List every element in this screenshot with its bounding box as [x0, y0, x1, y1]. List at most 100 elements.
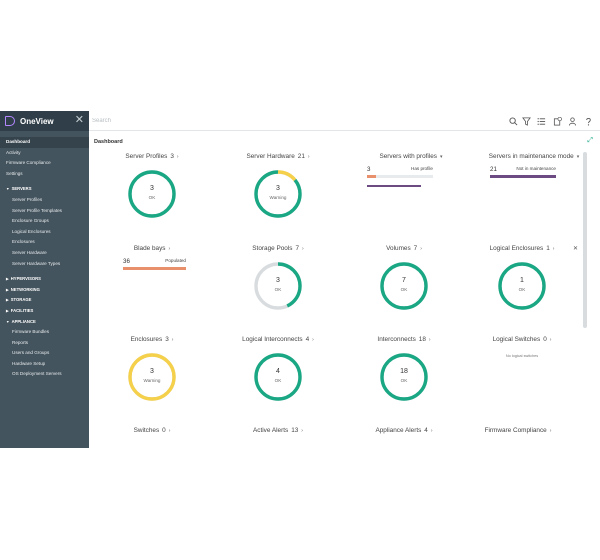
donut-chart: [498, 262, 546, 310]
tile-logical-enclosures: Logical Enclosures 1 › ✕ 1 OK: [462, 245, 582, 340]
status-donut[interactable]: 18 OK: [378, 351, 430, 403]
tile-count: 3: [170, 153, 174, 160]
tile-title-link[interactable]: Servers with profiles ▾: [351, 153, 471, 160]
status-donut[interactable]: 7 OK: [378, 260, 430, 312]
donut-status: OK: [274, 287, 282, 292]
donut-status: OK: [400, 378, 408, 383]
status-donut[interactable]: 3 OK: [252, 260, 304, 312]
sidebar-item-enclosures[interactable]: Enclosures: [12, 239, 35, 245]
tile-title: Server Hardware: [246, 153, 295, 160]
tile-title-link[interactable]: Logical Switches 0 ›: [462, 336, 582, 343]
donut-ok-segment: [380, 353, 428, 401]
tile-appliance-alerts: Appliance Alerts 4 ›: [344, 427, 464, 445]
sidebar-item-reports[interactable]: Reports: [12, 339, 29, 345]
activity-list-icon[interactable]: [535, 114, 547, 128]
tile-volumes: Volumes 7 › 7 OK: [344, 245, 464, 340]
sidebar-item-dashboard[interactable]: Dashboard: [0, 137, 89, 148]
user-icon[interactable]: [566, 114, 578, 128]
sidebar-item-server-hardware-types[interactable]: Server Hardware Types: [12, 260, 61, 266]
donut-value: 3: [276, 277, 280, 284]
help-icon[interactable]: [582, 114, 594, 128]
chevron-right-icon: ›: [176, 154, 179, 160]
tile-title-link[interactable]: Firmware Compliance ›: [458, 427, 578, 434]
tile-title-link[interactable]: Appliance Alerts 4 ›: [344, 427, 464, 434]
bar-fill: [123, 267, 186, 270]
chevron-right-icon: ›: [549, 337, 552, 343]
status-donut[interactable]: 3 Warning: [126, 351, 178, 403]
sidebar-item-firmware-bundles[interactable]: Firmware Bundles: [12, 329, 50, 335]
sidebar-item-server-profile-templates[interactable]: Server Profile Templates: [12, 207, 62, 213]
tile-title: Active Alerts: [253, 427, 289, 434]
bar-value: 36: [123, 258, 130, 265]
status-donut[interactable]: 3 OK: [126, 168, 178, 220]
sidebar-section-label: STORAGE: [10, 297, 32, 303]
sidebar-section-label: NETWORKING: [10, 286, 40, 292]
tile-title-link[interactable]: Logical Enclosures 1 ›: [462, 245, 582, 252]
tile-title-link[interactable]: Switches 0 ›: [92, 427, 212, 434]
donut-ok-segment: [128, 170, 176, 218]
tile-count: 1: [546, 245, 550, 252]
sidebar-item-users-and-groups[interactable]: Users and Groups: [12, 350, 50, 356]
tile-servers-with-profiles: Servers with profiles ▾ 3 Has profile: [351, 153, 471, 248]
search-icon[interactable]: [507, 114, 519, 128]
expand-icon[interactable]: ⤢: [587, 137, 593, 144]
chevron-right-icon: ›: [312, 337, 314, 343]
donut-value: 3: [150, 368, 154, 375]
sidebar-item-activity[interactable]: Activity: [6, 149, 21, 155]
bar-widget[interactable]: 3 Has profile: [367, 166, 433, 187]
tile-count: 4: [305, 336, 310, 343]
bar-fill: [490, 175, 556, 178]
notifications-icon[interactable]: [551, 114, 563, 128]
tile-title-link[interactable]: Active Alerts 13 ›: [218, 427, 338, 434]
tile-title: Blade bays: [133, 245, 166, 252]
tile-title-link[interactable]: Blade bays ›: [92, 245, 212, 252]
tile-switches: Switches 0 ›: [92, 427, 212, 445]
tile-title-link[interactable]: Servers in maintenance mode ▾: [474, 153, 594, 160]
tile-title-link[interactable]: Interconnects 18 ›: [344, 336, 464, 343]
tile-title-link[interactable]: Enclosures 3 ›: [92, 336, 212, 343]
chevron-down-icon: ▾: [576, 154, 580, 160]
bar-widget[interactable]: 36 Populated: [123, 258, 186, 270]
tile-title-link[interactable]: Volumes 7 ›: [344, 245, 464, 252]
sidebar-item-os-deployment-servers[interactable]: OS Deployment Servers: [12, 371, 62, 377]
close-menu-icon[interactable]: ✕: [74, 114, 84, 126]
close-icon[interactable]: ✕: [572, 246, 578, 252]
sidebar-item-hardware-setup[interactable]: Hardware Setup: [12, 360, 46, 366]
sidebar-item-server-hardware[interactable]: Server Hardware: [12, 249, 47, 255]
tile-title: Enclosures: [130, 336, 163, 343]
sidebar-item-settings[interactable]: Settings: [6, 170, 23, 176]
status-donut[interactable]: 1 OK: [496, 260, 548, 312]
filter-icon[interactable]: [520, 114, 532, 128]
tile-title-link[interactable]: Storage Pools 7 ›: [218, 245, 338, 252]
tile-count: 13: [291, 427, 299, 434]
sidebar-section-facilities[interactable]: ▶ FACILITIES: [6, 307, 34, 313]
sidebar-section-appliance[interactable]: ▼ APPLIANCE: [6, 318, 36, 324]
tile-title-link[interactable]: Logical Interconnects 4 ›: [218, 336, 338, 343]
chevron-right-icon: ›: [302, 246, 304, 252]
tile-logical-switches: Logical Switches 0 › No logical switches: [462, 336, 582, 431]
chevron-down-icon: ▾: [440, 154, 443, 160]
bar-widget[interactable]: 21 Not in maintenance: [490, 166, 556, 178]
sidebar-item-enclosure-groups[interactable]: Enclosure Groups: [12, 218, 49, 224]
search-input[interactable]: [92, 115, 242, 127]
app-title: OneView: [20, 116, 54, 126]
donut-ok-segment: [380, 262, 428, 310]
scrollbar[interactable]: [583, 152, 587, 328]
sidebar-item-firmware-compliance[interactable]: Firmware Compliance: [6, 160, 51, 166]
donut-status: OK: [274, 378, 282, 383]
tile-title-link[interactable]: Server Profiles 3 ›: [92, 153, 212, 160]
sidebar-section-storage[interactable]: ▶ STORAGE: [6, 297, 32, 303]
donut-ok-segment: [254, 353, 302, 401]
sidebar-section-hypervisors[interactable]: ▶ HYPERVISORS: [6, 276, 41, 282]
sidebar-item-server-profiles[interactable]: Server Profiles: [12, 196, 43, 202]
chevron-right-icon: ›: [428, 337, 431, 343]
tile-title-link[interactable]: Server Hardware 21 ›: [218, 153, 338, 160]
status-donut[interactable]: 3 Warning: [252, 168, 304, 220]
bar-label: Not in maintenance: [516, 166, 556, 171]
status-donut[interactable]: 4 OK: [252, 351, 304, 403]
donut-status: OK: [148, 195, 156, 200]
sidebar-section-servers[interactable]: ▼ SERVERS: [6, 186, 32, 192]
donut-value: 3: [276, 185, 280, 192]
sidebar-item-logical-enclosures[interactable]: Logical Enclosures: [12, 228, 51, 234]
sidebar-section-networking[interactable]: ▶ NETWORKING: [6, 286, 40, 292]
